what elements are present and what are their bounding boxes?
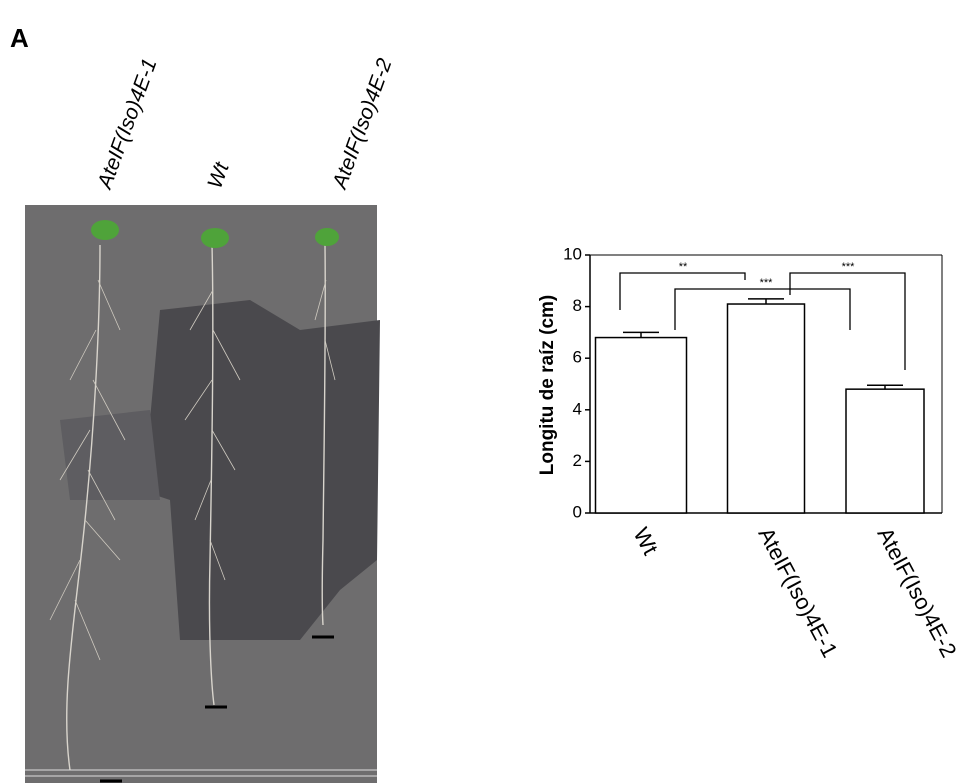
significance-label: ** [679,261,688,273]
photo-label: Wt [203,159,234,192]
bar [728,304,805,513]
significance-bracket [620,273,745,310]
y-tick-label: 6 [573,348,582,367]
y-tick-label: 2 [573,451,582,470]
significance-label: *** [842,261,856,273]
bar [596,338,687,513]
x-tick-label: AteIF(Iso)4E-1 [753,523,842,661]
y-tick-label: 10 [563,244,582,263]
y-tick-label: 4 [573,399,582,418]
bar [846,389,924,513]
y-axis-label: Longitu de raíz (cm) [537,295,558,476]
panel-label: A [10,23,29,53]
photo [25,205,380,783]
y-tick-label: 0 [573,502,582,521]
significance-label: *** [760,277,774,289]
figure: A AteIF(Iso)4E-1 Wt AteIF(Iso)4E-2 0 2 4 6 8 10 L… [0,0,970,783]
error-bar [623,332,659,337]
x-tick-label: Wt [628,523,663,558]
y-tick-label: 8 [573,296,582,315]
photo-label: AteIF(Iso)4E-2 [328,55,397,193]
x-tick-label: AteIF(Iso)4E-2 [872,523,961,661]
significance-bracket [790,273,905,370]
error-bar [748,299,784,304]
photo-label: AteIF(Iso)4E-1 [93,55,162,193]
